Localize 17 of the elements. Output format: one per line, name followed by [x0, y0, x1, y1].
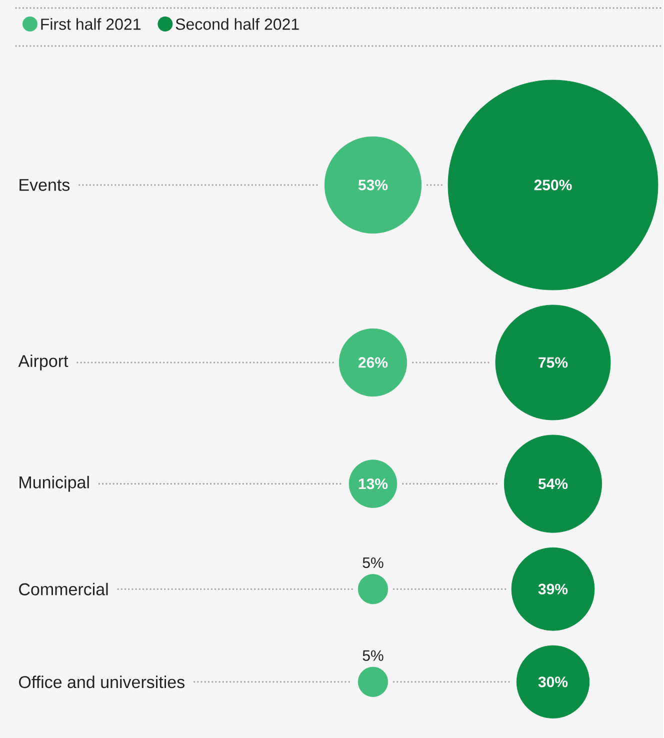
data-label: 75%	[538, 357, 568, 368]
data-label: 39%	[538, 584, 568, 594]
legend-label: First half 2021	[41, 18, 141, 30]
data-label: 250%	[534, 180, 572, 190]
data-label: 13%	[358, 478, 388, 490]
data-label: 5%	[362, 557, 384, 568]
data-label: 5%	[362, 650, 384, 661]
legend-label: Second half 2021	[176, 18, 299, 30]
data-label: 26%	[358, 357, 388, 368]
category-label: Airport	[18, 354, 68, 370]
data-label: 30%	[538, 676, 568, 688]
data-label: 53%	[358, 180, 388, 190]
category-label: Municipal	[20, 476, 89, 492]
category-label: Office and universities	[19, 676, 185, 688]
category-label: Events	[20, 179, 70, 191]
category-label: Commercial	[19, 582, 108, 596]
data-label: 54%	[538, 478, 568, 490]
